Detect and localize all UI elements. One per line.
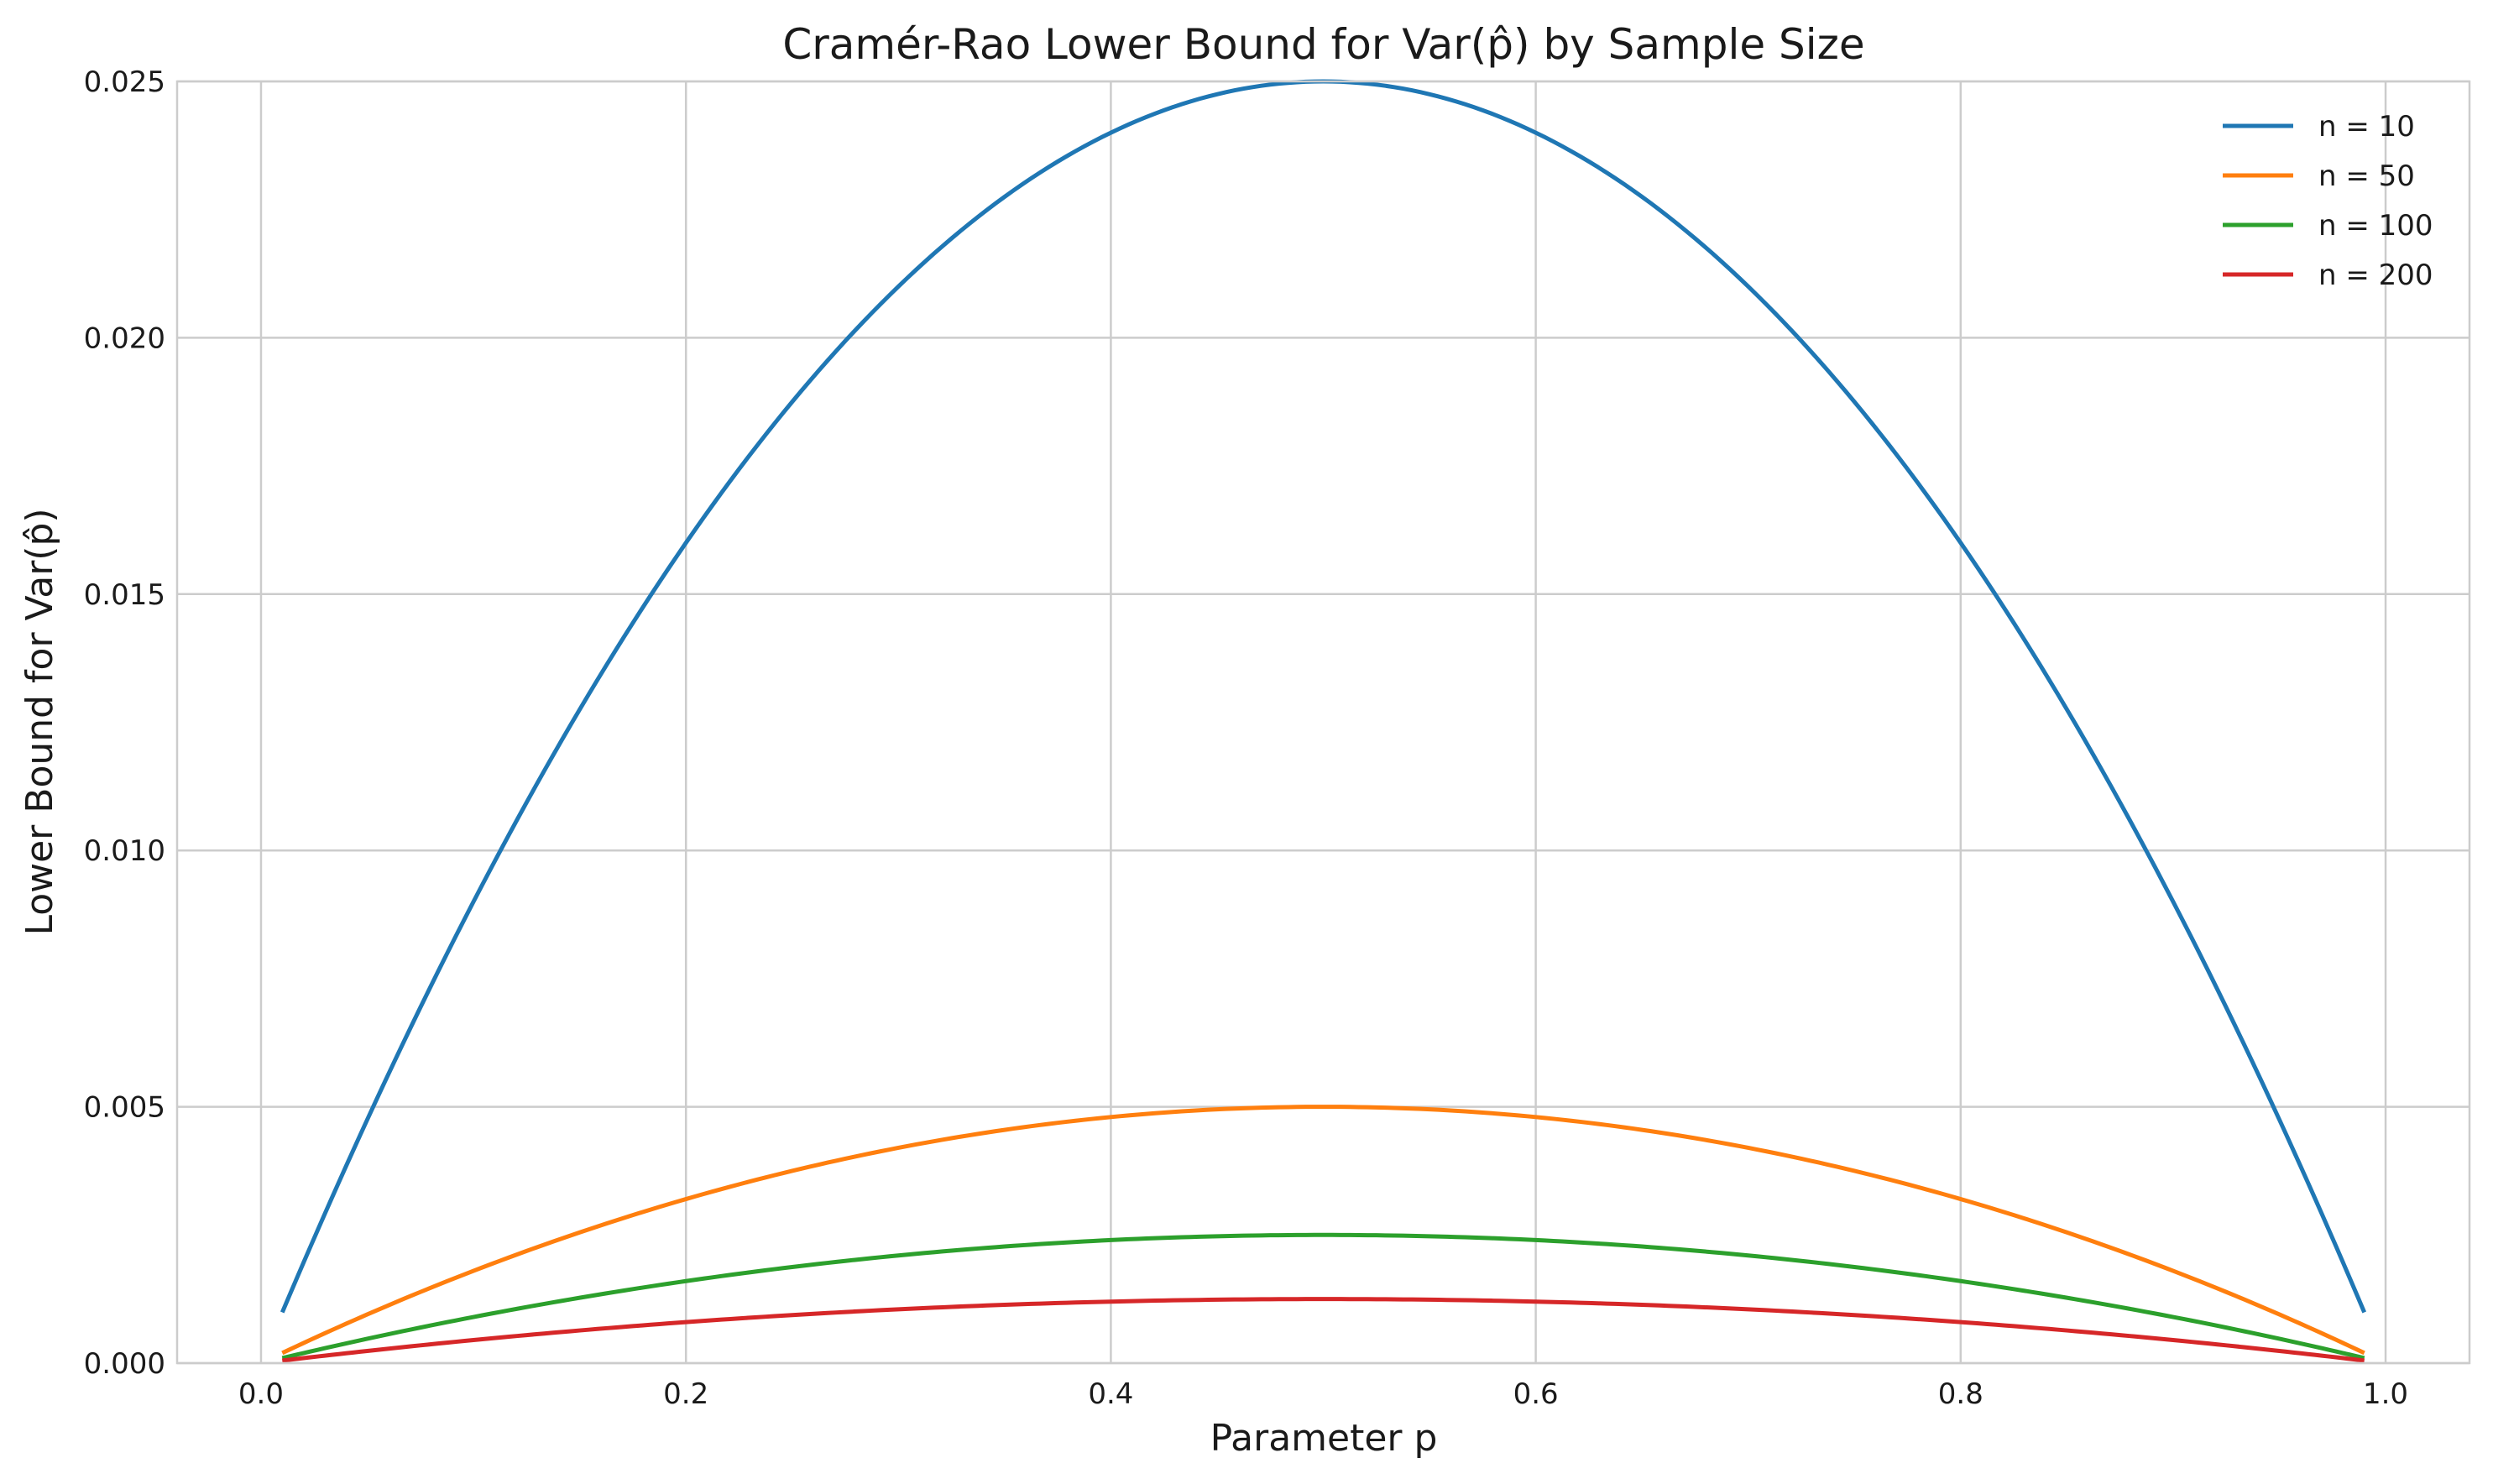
plot-frame <box>175 80 2471 1365</box>
series-line-2 <box>281 1105 2365 1356</box>
x-tick-label: 0.4 <box>1088 1377 1133 1411</box>
series-line-3 <box>281 1232 2365 1361</box>
legend-label: n = 10 <box>2318 110 2415 144</box>
legend-label: n = 200 <box>2318 259 2433 292</box>
series-lines <box>280 79 2367 1363</box>
series-line-4 <box>281 1297 2365 1363</box>
chart-title: Cramér-Rao Lower Bound for Var(p̂) by Sa… <box>782 20 1864 69</box>
y-tick-label: 0.005 <box>84 1091 165 1125</box>
legend-item[interactable]: n = 200 <box>2223 259 2433 292</box>
legend-label: n = 100 <box>2318 209 2433 243</box>
x-axis-label: Parameter p <box>1210 1417 1438 1460</box>
series-line-1 <box>280 79 2367 1314</box>
x-tick-label: 1.0 <box>2363 1377 2408 1411</box>
x-tick-label: 0.6 <box>1513 1377 1559 1411</box>
x-axis-ticks: 0.0 0.2 0.4 0.6 0.8 1.0 <box>238 1377 2408 1411</box>
y-tick-label: 0.015 <box>84 578 165 612</box>
y-tick-label: 0.000 <box>84 1347 165 1381</box>
legend-item[interactable]: n = 100 <box>2223 209 2433 243</box>
legend[interactable]: n = 10 n = 50 n = 100 n = 200 <box>2223 110 2433 292</box>
legend-item[interactable]: n = 50 <box>2223 159 2415 193</box>
x-tick-label: 0.2 <box>663 1377 708 1411</box>
legend-item[interactable]: n = 10 <box>2223 110 2415 144</box>
x-tick-label: 0.8 <box>1938 1377 1983 1411</box>
grid <box>177 80 2469 1365</box>
y-axis-ticks: 0.000 0.005 0.010 0.015 0.020 0.025 <box>84 65 165 1381</box>
y-axis-label: Lower Bound for Var(p̂) <box>18 508 61 935</box>
legend-label: n = 50 <box>2318 159 2415 193</box>
y-tick-label: 0.010 <box>84 834 165 868</box>
x-tick-label: 0.0 <box>238 1377 284 1411</box>
y-tick-label: 0.020 <box>84 321 165 355</box>
y-tick-label: 0.025 <box>84 65 165 99</box>
